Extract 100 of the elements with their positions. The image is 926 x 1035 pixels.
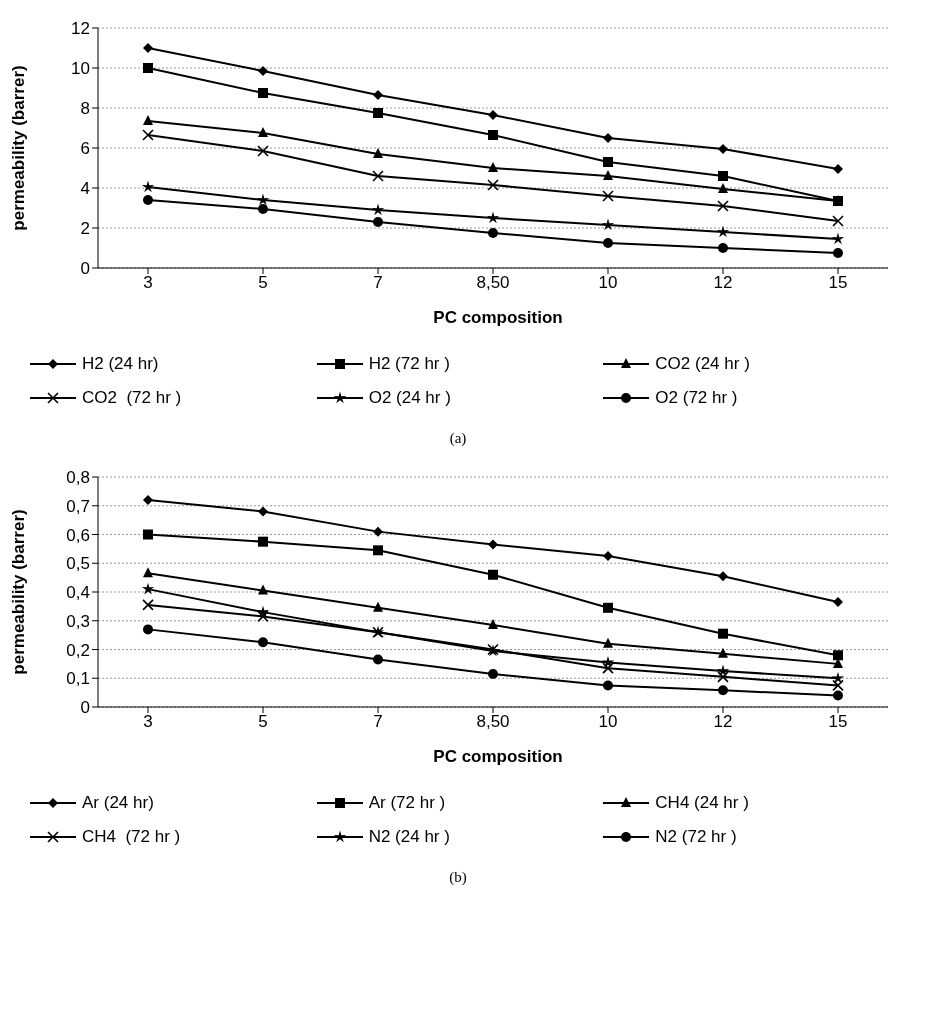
point	[602, 662, 614, 674]
point	[717, 200, 729, 212]
point	[832, 215, 844, 227]
point	[718, 571, 728, 582]
point	[717, 671, 729, 683]
x-tick-label: 15	[828, 712, 848, 732]
point	[373, 654, 383, 665]
point	[603, 680, 613, 691]
point	[373, 108, 383, 118]
x-tick-label: 5	[258, 712, 268, 732]
y-axis-title: permeability (barrer)	[9, 65, 29, 231]
legend-label: H2 (24 hr)	[82, 354, 159, 374]
x-tick-label: 3	[143, 712, 153, 732]
point	[141, 582, 155, 595]
point	[833, 597, 843, 608]
y-tick-label: 6	[80, 139, 90, 159]
point	[603, 238, 613, 248]
point	[718, 144, 728, 154]
point	[488, 162, 498, 172]
text: (b)	[448, 869, 468, 886]
point	[603, 551, 613, 562]
x-tick-label: 12	[713, 273, 733, 293]
y-tick-label: 12	[71, 19, 90, 39]
x-tick-label: 8,50	[476, 273, 510, 293]
y-tick-label: 0,3	[66, 611, 90, 631]
point	[258, 506, 268, 517]
point	[718, 685, 728, 696]
point	[373, 601, 383, 612]
point	[258, 584, 268, 595]
point	[256, 193, 270, 206]
point	[718, 628, 728, 639]
point	[603, 133, 613, 143]
y-tick-label: 8	[80, 99, 90, 119]
legend-label: CO2 (72 hr )	[82, 388, 182, 408]
y-tick-label: 0	[80, 698, 90, 718]
point	[258, 637, 268, 648]
point	[488, 619, 498, 630]
point	[603, 170, 613, 180]
point	[832, 679, 844, 692]
x-tick-label: 5	[258, 273, 268, 293]
legend-label: O2 (24 hr )	[368, 388, 451, 408]
point	[258, 66, 268, 76]
point	[486, 211, 500, 224]
point	[373, 526, 383, 537]
point	[833, 164, 843, 174]
y-tick-label: 0,4	[66, 583, 90, 603]
y-tick-label: 4	[80, 179, 90, 199]
point	[258, 127, 268, 137]
point	[488, 130, 498, 140]
point	[488, 668, 498, 679]
point	[488, 569, 498, 580]
y-tick-label: 0,1	[66, 669, 90, 689]
point	[601, 655, 615, 668]
x-tick-label: 3	[143, 273, 153, 293]
point	[718, 647, 728, 658]
point	[143, 195, 153, 205]
legend-label: CH4 (72 hr )	[82, 827, 181, 847]
point	[603, 637, 613, 648]
point	[258, 88, 268, 98]
y-axis-title: permeability (barrer)	[9, 509, 29, 675]
point	[143, 43, 153, 53]
y-tick-label: 10	[71, 59, 90, 79]
point	[601, 218, 615, 231]
y-tick-label: 0,5	[66, 554, 90, 574]
x-tick-label: 12	[713, 712, 733, 732]
x-tick-label: 7	[373, 712, 383, 732]
point	[716, 664, 730, 677]
point	[257, 145, 269, 157]
y-tick-label: 0	[80, 259, 90, 279]
y-tick-label: 0,2	[66, 640, 90, 660]
point	[488, 228, 498, 238]
point	[488, 539, 498, 550]
point	[718, 183, 728, 193]
point	[141, 180, 155, 193]
point	[258, 204, 268, 214]
point	[603, 602, 613, 613]
legend-label: Ar (72 hr )	[368, 793, 446, 813]
x-tick-label: 10	[598, 273, 618, 293]
point	[372, 170, 384, 182]
point	[143, 115, 153, 125]
x-tick-label: 10	[598, 712, 618, 732]
point	[143, 624, 153, 635]
point	[373, 545, 383, 556]
point	[143, 495, 153, 505]
legend-label: CO2 (24 hr )	[655, 354, 750, 374]
y-tick-label: 0,6	[66, 525, 90, 545]
point	[142, 129, 154, 141]
point	[833, 690, 843, 701]
x-tick-label: 7	[373, 273, 383, 293]
x-axis-title: PC composition	[432, 308, 564, 328]
point	[143, 63, 153, 73]
point	[257, 610, 269, 623]
legend-label: N2 (24 hr )	[368, 827, 450, 847]
point	[718, 243, 728, 253]
point	[831, 671, 845, 684]
y-tick-label: 0,8	[66, 468, 90, 488]
point	[718, 171, 728, 181]
point	[143, 567, 153, 578]
point	[373, 148, 383, 158]
x-axis-title: PC composition	[432, 747, 564, 767]
